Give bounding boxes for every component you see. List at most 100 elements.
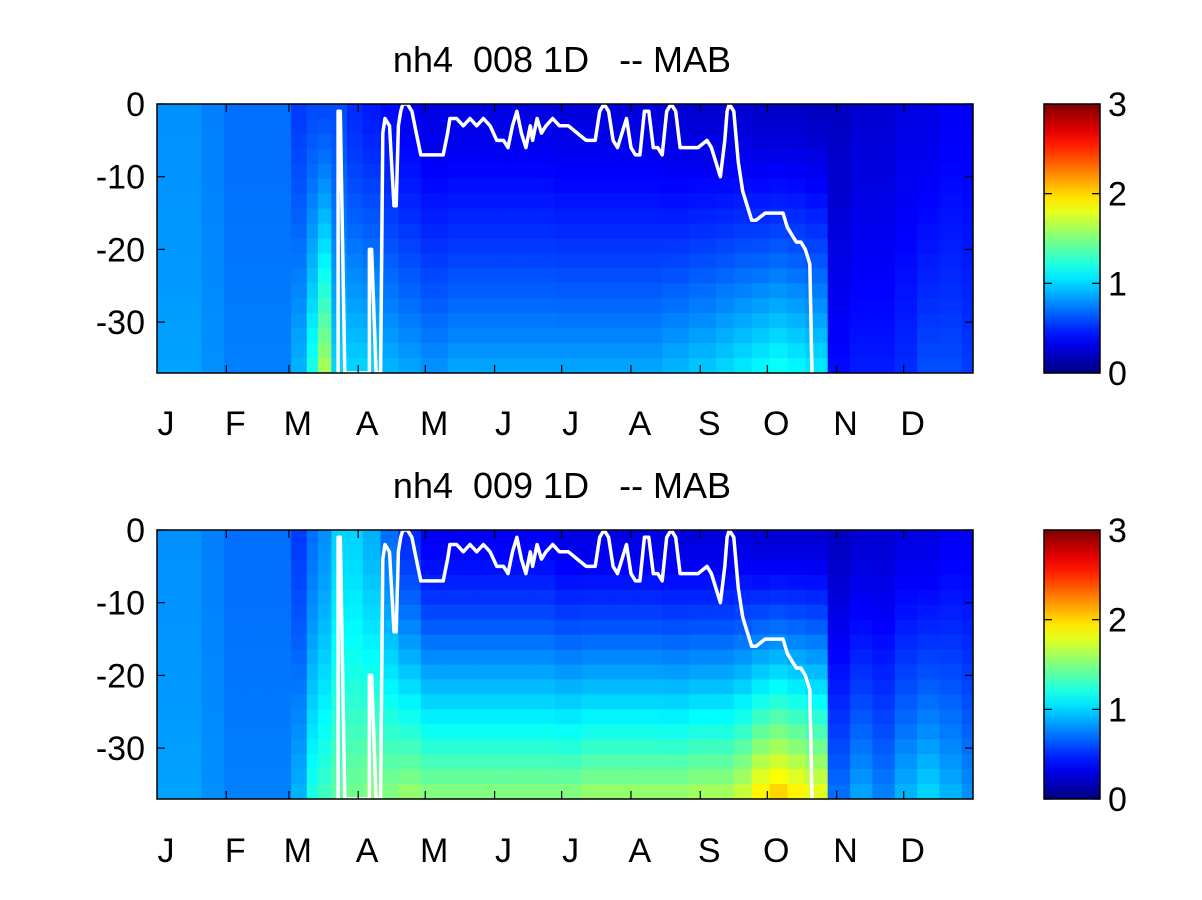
heat-cell <box>268 530 292 546</box>
heat-cell <box>224 238 248 255</box>
heat-cell <box>420 118 449 135</box>
heat-cell <box>420 709 449 725</box>
heat-cell <box>447 178 476 195</box>
heat-cell <box>805 619 829 636</box>
heat-cell <box>608 104 637 120</box>
heat-cell <box>689 739 717 755</box>
heat-cell <box>894 649 918 666</box>
heat-cell <box>872 574 896 591</box>
heat-cell <box>581 619 610 636</box>
heat-cell <box>939 328 963 344</box>
heat-cell <box>291 530 308 546</box>
heat-cell <box>939 104 963 120</box>
heat-cell <box>317 193 332 210</box>
heat-cell <box>474 178 502 195</box>
heat-cell <box>347 133 364 150</box>
heat-cell <box>733 328 753 344</box>
heat-cell <box>715 298 735 314</box>
heat-cell <box>939 253 963 269</box>
heat-cell <box>608 298 637 314</box>
heat-cell <box>894 724 918 740</box>
heat-cell <box>420 208 449 225</box>
heat-cell <box>961 208 973 225</box>
heat-cell <box>291 589 308 606</box>
heat-cell <box>689 358 717 373</box>
heat-cell <box>398 619 422 636</box>
heat-cell <box>805 724 829 740</box>
heat-cell <box>733 544 753 561</box>
heat-cell <box>805 784 829 799</box>
heat-cell <box>306 208 319 225</box>
heat-cell <box>850 238 873 255</box>
heat-cell <box>347 559 364 576</box>
heat-cell <box>474 253 502 269</box>
x-tick-label: N <box>833 832 858 870</box>
heat-cell <box>827 530 851 546</box>
heat-cell <box>827 739 851 755</box>
heat-cell <box>268 358 292 373</box>
heat-cell <box>939 530 963 546</box>
heat-cell <box>917 343 941 359</box>
heat-cell <box>420 739 449 755</box>
heat-cell <box>872 530 896 546</box>
heat-cell <box>917 178 941 195</box>
heat-cell <box>179 739 203 755</box>
heat-cell <box>306 313 319 329</box>
heat-cell <box>501 769 529 785</box>
heat-cell <box>635 253 663 269</box>
plot-frame <box>156 529 974 800</box>
heat-cell <box>291 739 308 755</box>
heat-cell <box>179 283 203 299</box>
heat-cell <box>474 694 502 710</box>
heat-cell <box>805 358 829 373</box>
heat-cell <box>420 784 449 799</box>
heat-cell <box>291 118 308 135</box>
heat-cell <box>662 283 690 299</box>
heat-cell <box>179 223 203 240</box>
heat-cell <box>850 104 873 120</box>
heat-cell <box>872 664 896 681</box>
heat-cell <box>805 178 829 195</box>
heat-cell <box>581 283 610 299</box>
heat-cell <box>246 223 270 240</box>
heat-cell <box>306 133 319 150</box>
heat-cell <box>939 163 963 180</box>
heat-cell <box>850 328 873 344</box>
heat-cell <box>689 530 717 546</box>
heat-cell <box>689 544 717 561</box>
heat-cell <box>751 193 771 210</box>
heat-cell <box>501 298 529 314</box>
heat-cell <box>306 664 319 681</box>
heat-cell <box>805 634 829 651</box>
heat-cell <box>246 178 270 195</box>
heat-cell <box>751 769 771 785</box>
heat-cell <box>317 649 332 666</box>
heat-cell <box>224 544 248 561</box>
heat-cell <box>306 343 319 359</box>
heat-cell <box>528 754 556 770</box>
heat-cell <box>157 574 180 591</box>
heat-cell <box>715 328 735 344</box>
heat-cell <box>787 574 806 591</box>
x-tick-label: J <box>157 832 174 870</box>
heat-cell <box>769 559 789 576</box>
heat-cell <box>380 589 400 606</box>
heat-cell <box>224 679 248 695</box>
heat-cell <box>827 769 851 785</box>
heat-cell <box>246 769 270 785</box>
heat-cell <box>751 784 771 799</box>
heat-cell <box>268 664 292 681</box>
heat-cell <box>769 619 789 636</box>
heat-cell <box>447 208 476 225</box>
heat-cell <box>689 163 717 180</box>
heat-cell <box>689 649 717 666</box>
heat-cell <box>317 634 332 651</box>
heat-cell <box>268 193 292 210</box>
x-tick-label: A <box>356 832 379 870</box>
heat-cell <box>224 634 248 651</box>
heat-cell <box>380 358 400 373</box>
heat-cell <box>306 709 319 725</box>
heat-cell <box>157 313 180 329</box>
